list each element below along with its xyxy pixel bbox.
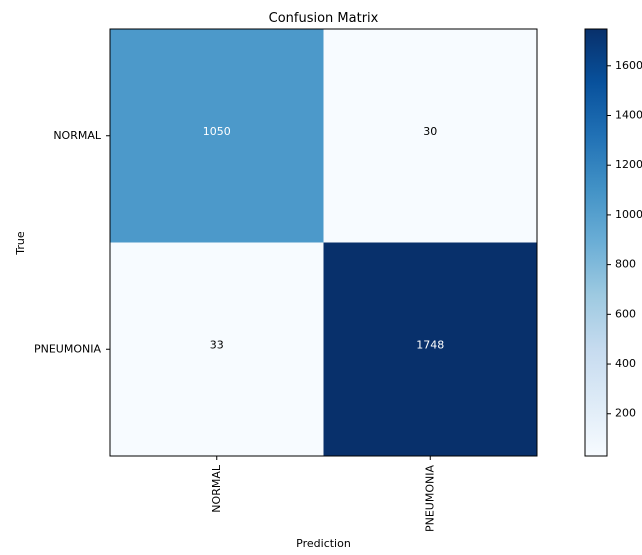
colorbar-ticks: 200 400 600 800 1000 1200 1400 1600 bbox=[607, 59, 642, 420]
x-axis-ticks: NORMAL PNEUMONIA bbox=[210, 456, 436, 532]
heatmap-cell bbox=[110, 242, 324, 456]
heatmap-cells bbox=[110, 29, 537, 456]
colorbar bbox=[584, 28, 608, 457]
cell-value-label: 1748 bbox=[416, 338, 444, 351]
y-axis-ticks: NORMAL PNEUMONIA bbox=[34, 129, 110, 355]
x-tick-label: PNEUMONIA bbox=[423, 465, 436, 532]
heatmap-cell-labels: 1050 30 33 1748 bbox=[203, 125, 445, 352]
colorbar-tick-label: 1400 bbox=[615, 108, 642, 121]
heatmap-cell bbox=[323, 29, 537, 243]
cell-value-label: 30 bbox=[423, 125, 437, 138]
colorbar-tick-label: 400 bbox=[615, 357, 636, 370]
colorbar-tick-label: 200 bbox=[615, 407, 636, 420]
colorbar-tick-label: 1000 bbox=[615, 208, 642, 221]
colorbar-tick-label: 600 bbox=[615, 307, 636, 320]
colorbar-tick-label: 1600 bbox=[615, 59, 642, 72]
y-axis-label: True bbox=[14, 231, 27, 256]
heatmap-cell bbox=[323, 242, 537, 456]
colorbar-tick-label: 1200 bbox=[615, 158, 642, 171]
x-tick-label: NORMAL bbox=[210, 464, 223, 513]
cell-value-label: 1050 bbox=[203, 125, 231, 138]
y-tick-label: NORMAL bbox=[53, 129, 102, 142]
chart-title: Confusion Matrix bbox=[269, 11, 379, 26]
colorbar-tick-label: 800 bbox=[615, 258, 636, 271]
cell-value-label: 33 bbox=[210, 338, 224, 351]
heatmap-cell bbox=[110, 29, 324, 243]
y-tick-label: PNEUMONIA bbox=[34, 342, 101, 355]
plot-frame bbox=[109, 28, 538, 457]
x-axis-label: Prediction bbox=[296, 537, 351, 550]
